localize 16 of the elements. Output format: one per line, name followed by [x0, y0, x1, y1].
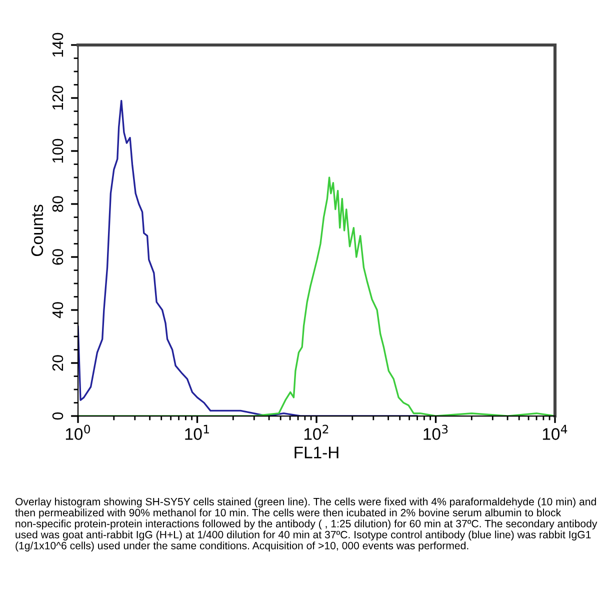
y-tick-label: 140 — [52, 32, 64, 57]
y-tick-label: 0 — [52, 412, 64, 420]
text: Overlay histogram showing SH-SY5Y cells stained (green line). The cells were fixed with 4% paraformaldehyde (10 min) and then permeabilized with 90% methanol for 10 min. The cells were then icubated in 2% bovine serum albumin to block non-specific protein-protein interactions followed by the antibody ( , 1:25 dilution) for 60 min at 37ºC. The secondary antibody used was goat anti-rabbit IgG (H+L) at 1/400 dilution for 40 min at 37ºC. Isotype control antibody (blue line) was rabbit IgG1 (1g/1x10^6 cells) used under the same conditions. Acquisition of >10, 000 events was performed. — [15, 498, 598, 552]
y-axis-title: Counts — [31, 204, 44, 256]
x-tick-label: 10$^{3}$ — [424, 424, 448, 440]
x-tick-label: 10$^{0}$ — [66, 424, 90, 440]
y-tick-label: 100 — [52, 138, 64, 163]
y-tick-label: 20 — [52, 355, 64, 371]
x-tick-label: 10$^{1}$ — [185, 424, 209, 440]
y-tick-label: 80 — [52, 196, 64, 212]
y-tick-label: 60 — [52, 249, 64, 265]
y-tick-label: 40 — [52, 302, 64, 318]
y-tick-label: 120 — [52, 86, 64, 110]
x-tick-label: 10$^{2}$ — [304, 424, 328, 440]
x-axis-title: FL1-H — [294, 446, 338, 458]
x-tick-label: 10$^{4}$ — [542, 424, 568, 440]
